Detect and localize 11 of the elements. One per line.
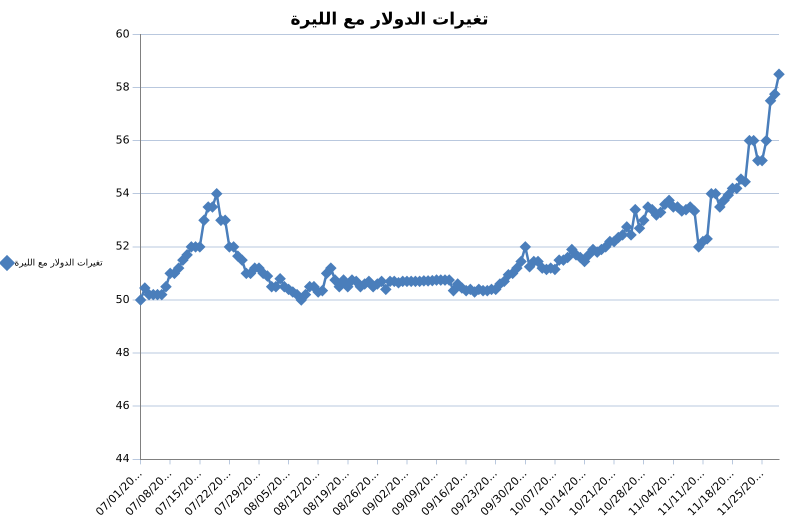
y-tick-label: 52 [116,240,130,253]
y-tick-label: 48 [116,346,130,359]
y-tick-label: 44 [116,452,130,466]
y-tick-label: 60 [116,27,130,40]
y-tick-label: 46 [116,399,130,412]
chart-title: تغيرات الدولار مع الليرة [290,10,489,30]
y-tick-label: 56 [116,133,130,146]
legend-label: تغيرات الدولار مع الليرة [14,258,104,268]
y-tick-label: 50 [116,292,130,306]
y-tick-label: 58 [116,80,130,94]
y-tick-label: 54 [116,186,130,200]
